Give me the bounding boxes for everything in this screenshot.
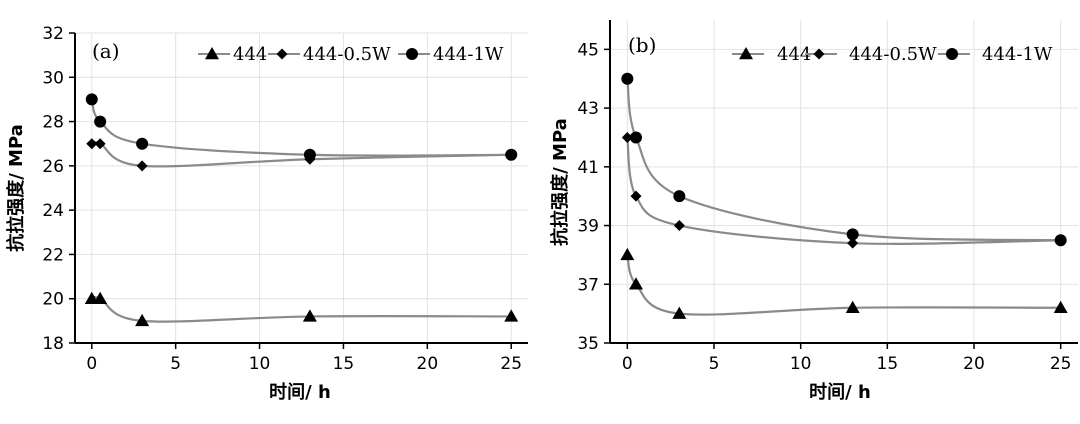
legend-marker-444-1W <box>946 48 958 60</box>
y-tick-label-2: 39 <box>577 217 599 237</box>
y-axis-title: 抗拉强度/ MPa <box>549 118 571 246</box>
data-point-444-1W-0 <box>621 72 634 85</box>
data-point-444-0.5W-1 <box>94 138 106 150</box>
legend-label-444-0.5W: 444-0.5W <box>303 44 391 65</box>
x-tick-label-0: 0 <box>86 354 97 374</box>
legend-label-444-1W: 444-1W <box>433 44 504 65</box>
x-tick-label-0: 0 <box>622 354 633 374</box>
y-tick-label-0: 18 <box>42 334 64 354</box>
legend-marker-444 <box>205 47 219 60</box>
data-point-444-1W-2 <box>136 137 149 150</box>
y-tick-label-2: 22 <box>42 245 64 265</box>
data-point-444-1W-1 <box>630 131 642 144</box>
data-point-444-0.5W-1 <box>630 190 642 202</box>
data-point-444-4 <box>1053 300 1068 314</box>
data-point-444-1W-3 <box>303 148 316 161</box>
y-tick-label-1: 37 <box>577 275 599 295</box>
legend-marker-444 <box>739 47 753 60</box>
x-tick-label-2: 10 <box>790 354 812 374</box>
legend-label-444-1W: 444-1W <box>982 44 1053 65</box>
x-tick-label-2: 10 <box>249 354 271 374</box>
x-tick-label-5: 25 <box>1050 354 1072 374</box>
data-point-444-0.5W-2 <box>673 220 685 232</box>
legend-marker-444-0.5W <box>813 48 825 60</box>
data-point-444-1W-1 <box>94 115 107 128</box>
data-point-444-1 <box>93 291 108 304</box>
data-point-444-1W-4 <box>1054 234 1067 247</box>
data-point-444-0.5W-0 <box>621 131 633 143</box>
data-point-444-0.5W-2 <box>136 160 148 172</box>
y-axis-title: 抗拉强度/ MPa <box>5 124 27 252</box>
data-point-444-1 <box>629 277 643 290</box>
data-point-444-1W-4 <box>505 148 518 161</box>
data-point-444-1W-2 <box>673 190 686 203</box>
data-point-444-0.5W-3 <box>847 237 859 249</box>
y-tick-label-4: 26 <box>42 157 64 177</box>
x-axis-title: 时间/ h <box>809 382 871 403</box>
y-tick-label-3: 24 <box>42 201 64 221</box>
x-tick-label-3: 15 <box>877 354 899 374</box>
y-tick-label-0: 35 <box>577 334 599 354</box>
y-tick-label-5: 28 <box>42 113 64 133</box>
panel-label: (a) <box>92 39 120 63</box>
panel-label: (b) <box>628 33 656 57</box>
x-tick-label-5: 25 <box>500 354 522 374</box>
y-tick-label-7: 32 <box>42 24 64 44</box>
x-tick-label-4: 20 <box>417 354 439 374</box>
legend-label-444-0.5W: 444-0.5W <box>849 44 937 65</box>
data-point-444-4 <box>504 309 519 322</box>
series-line-444-1W <box>626 78 1061 242</box>
y-tick-label-1: 20 <box>42 290 64 310</box>
legend-label-444: 444 <box>233 44 267 65</box>
legend-label-444: 444 <box>777 44 811 65</box>
data-point-444-0.5W-0 <box>86 138 98 150</box>
chart-panel-2: 0 5 10 15 20 25 35 37 39 41 43 45 时间/ h 抗拉强度/ MPa (b) 4… <box>549 20 1078 403</box>
x-tick-label-3: 15 <box>333 354 355 374</box>
series-line-444-0.5W <box>626 137 1061 245</box>
y-tick-label-4: 43 <box>577 99 599 119</box>
series-line-444-1W <box>90 99 512 157</box>
x-tick-label-1: 5 <box>709 354 720 374</box>
x-tick-label-4: 20 <box>963 354 985 374</box>
data-point-444-1W-0 <box>85 93 98 106</box>
legend-marker-444-0.5W <box>276 48 288 60</box>
data-point-444-2 <box>135 313 150 327</box>
data-point-444-3 <box>302 309 317 322</box>
data-point-444-1W-3 <box>846 228 859 241</box>
chart-panel-1: 0 5 10 15 20 25 18 20 22 24 26 28 30 32 时间/ h 抗拉强度/ MPa… <box>5 24 528 403</box>
x-tick-label-1: 5 <box>170 354 181 374</box>
data-point-444-2 <box>672 306 687 319</box>
x-axis-title: 时间/ h <box>269 382 331 403</box>
data-point-444-3 <box>845 300 860 314</box>
y-tick-label-6: 30 <box>42 68 64 88</box>
y-tick-label-3: 41 <box>577 158 599 178</box>
data-point-444-0 <box>620 247 635 261</box>
series-line-444 <box>91 295 512 323</box>
y-tick-label-5: 45 <box>577 40 599 60</box>
legend-marker-444-1W <box>406 48 418 60</box>
